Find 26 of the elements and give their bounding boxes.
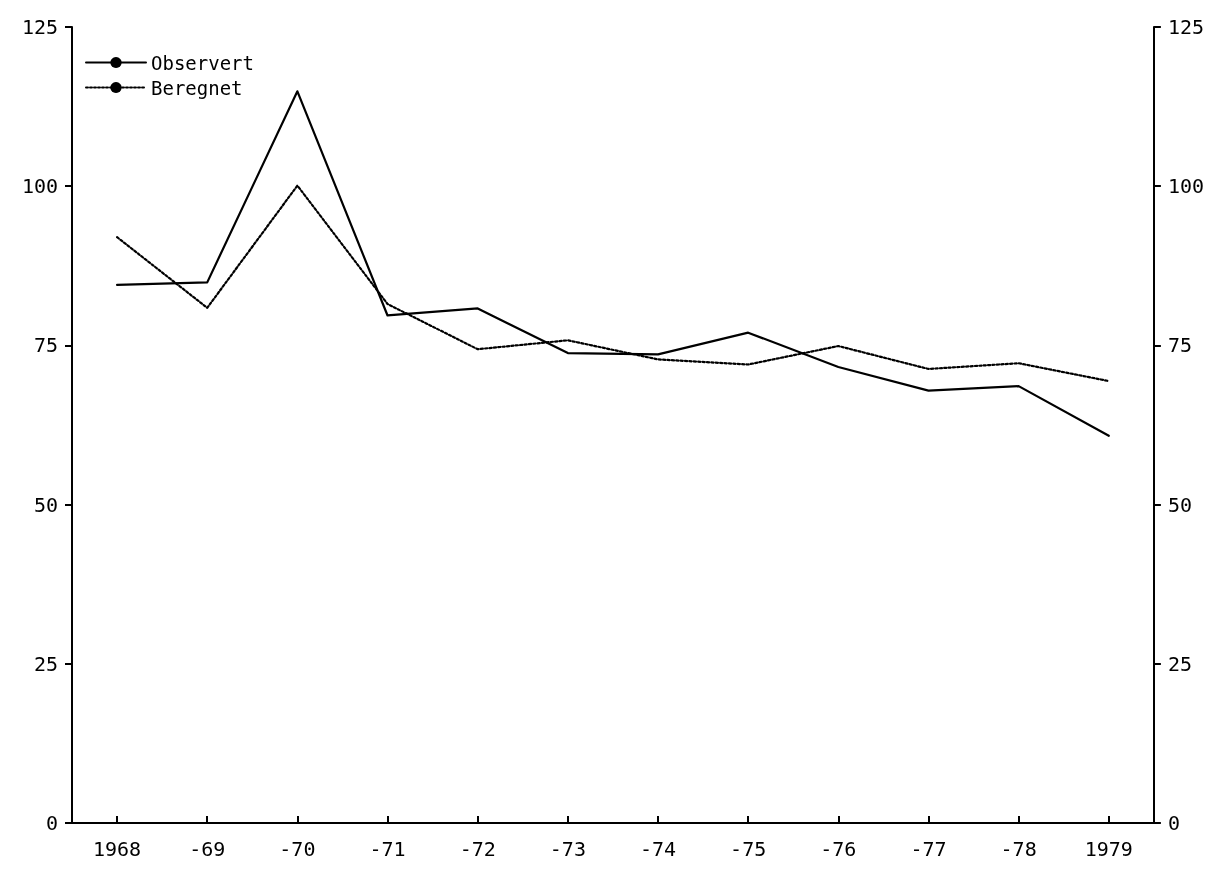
y-tick-label: 0: [45, 811, 58, 835]
y-tick-label: 125: [21, 15, 58, 39]
x-tick-label: -74: [639, 837, 677, 861]
x-tick-label: -70: [279, 837, 316, 861]
x-tick-label: -75: [730, 837, 767, 861]
y-tick-label: 50: [33, 492, 58, 517]
x-tick-label: -77: [910, 837, 947, 861]
x-tick-label: -78: [1000, 837, 1037, 861]
x-tick-label: 1968: [92, 837, 142, 861]
y-tick-label: 25: [33, 651, 58, 676]
y2-tick-label: 50: [1167, 492, 1192, 517]
y-tick-label: 100: [21, 174, 58, 199]
x-tick-label: -69: [189, 837, 226, 861]
x-tick-label: -72: [459, 837, 496, 861]
y2-tick-label: 125: [1167, 15, 1204, 39]
legend-label: Beregnet: [151, 76, 243, 99]
x-tick-label: -71: [369, 837, 406, 861]
y2-tick-label: 0: [1167, 811, 1180, 835]
y2-tick-label: 100: [1167, 174, 1204, 199]
y-tick-label: 75: [33, 333, 58, 358]
y2-tick-label: 25: [1167, 651, 1192, 676]
legend-label: Observert: [151, 51, 254, 74]
y2-tick-label: 75: [1167, 333, 1192, 358]
x-tick-label: -73: [549, 837, 586, 861]
x-tick-label: 1979: [1084, 837, 1133, 861]
x-tick-label: -76: [820, 837, 857, 861]
